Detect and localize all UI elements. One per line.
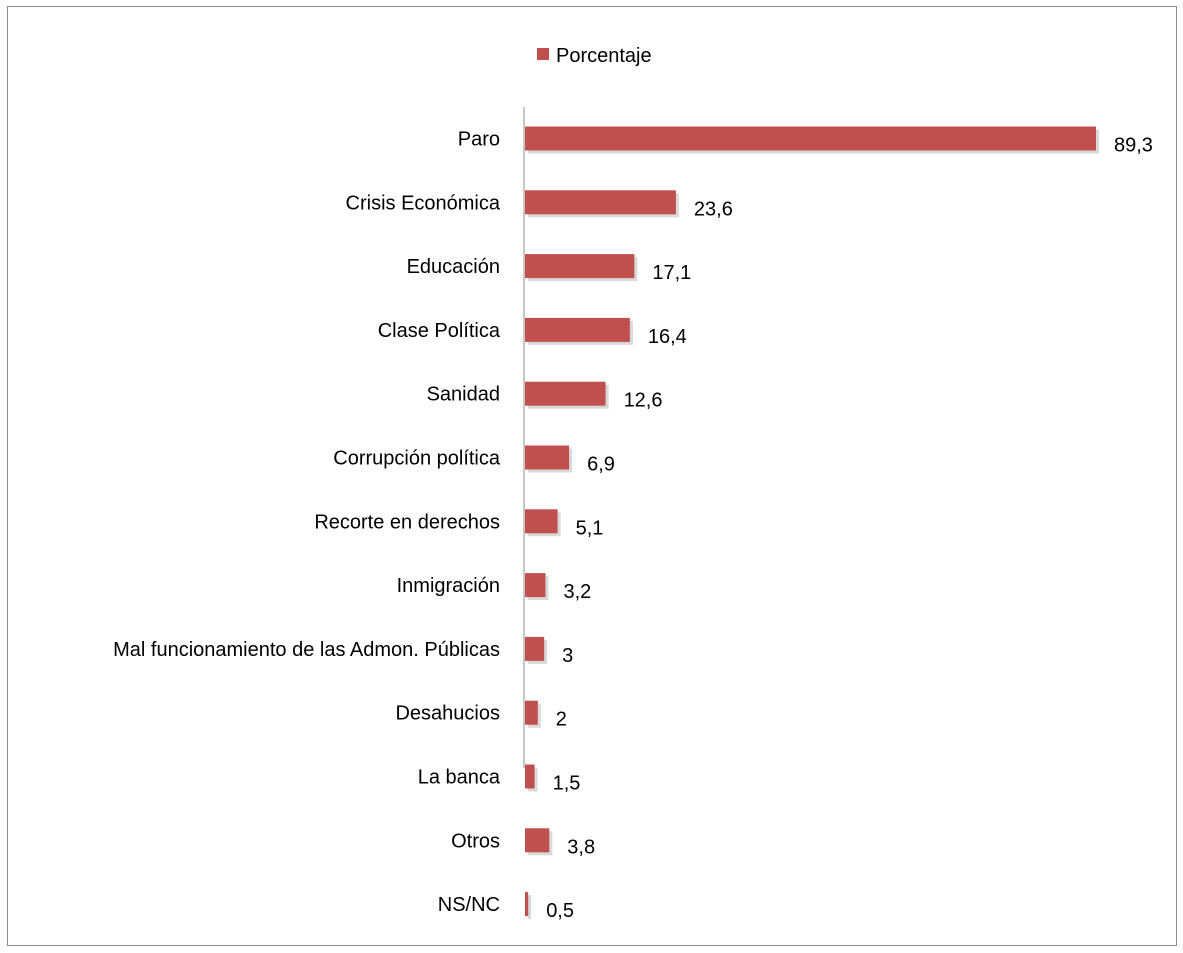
data-label: 6,9 [587,454,615,476]
labels-layer: Paro 89,3 Crisis Económica 23,6 Educación 17,… [113,129,1153,923]
category-label: Sanidad [427,384,500,406]
legend-swatch [537,48,549,60]
category-label: Paro [458,129,500,151]
bar [525,254,635,279]
data-label: 5,1 [576,517,604,539]
bar [525,636,545,661]
bar [525,700,538,725]
data-label: 2 [556,709,567,731]
legend-label: Porcentaje [556,45,652,67]
data-label: 16,4 [648,326,687,348]
category-label: Crisis Económica [346,192,501,214]
bar [525,381,606,406]
data-label: 23,6 [694,198,733,220]
bar [525,828,550,853]
bar [525,317,630,342]
category-label: Inmigración [397,575,500,597]
bar [525,190,676,215]
data-label: 17,1 [652,262,691,284]
data-label: 89,3 [1114,135,1153,157]
bar [525,126,1096,151]
data-label: 3 [562,645,573,667]
data-label: 0,5 [546,900,574,922]
data-label: 12,6 [624,390,663,412]
legend: Porcentaje [537,45,652,67]
category-label: Corrupción política [333,448,501,470]
data-label: 3,2 [563,581,591,603]
bar [525,573,546,598]
chart-frame [7,6,1177,946]
data-label: 1,5 [553,773,581,795]
category-label: Recorte en derechos [314,511,500,533]
bar [525,764,535,789]
category-label: La banca [418,767,501,789]
category-label: Otros [451,830,500,852]
bar [525,445,570,470]
bar [525,509,558,534]
bars-layer [525,126,1099,920]
category-label: Clase Política [378,320,501,342]
category-label: NS/NC [438,894,500,916]
data-label: 3,8 [567,836,595,858]
category-label: Mal funcionamiento de las Admon. Pública… [113,639,500,661]
category-label: Educación [407,256,500,278]
bar-shadow [528,895,532,920]
bar [525,892,529,917]
category-label: Desahucios [395,703,500,725]
